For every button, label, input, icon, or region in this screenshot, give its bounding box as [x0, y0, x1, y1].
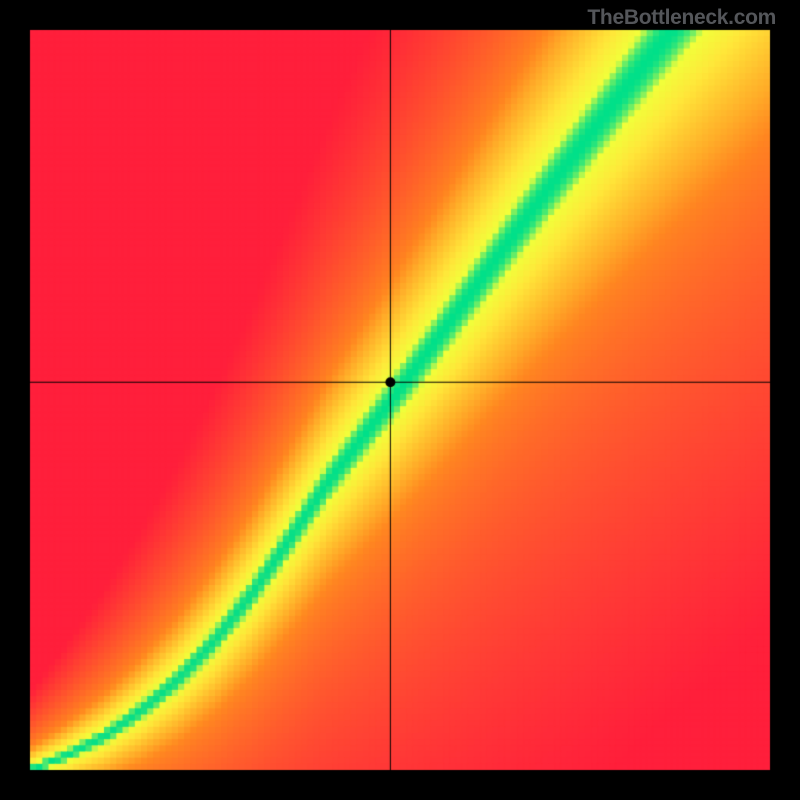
bottleneck-heatmap: TheBottleneck.com	[0, 0, 800, 800]
heatmap-canvas	[0, 0, 800, 800]
watermark-text: TheBottleneck.com	[587, 6, 776, 30]
